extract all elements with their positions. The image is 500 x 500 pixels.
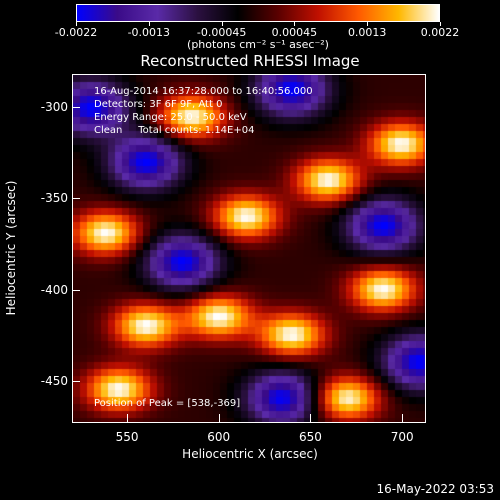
colorbar-tick-mark [221, 22, 223, 26]
y-tick-mark [72, 380, 80, 382]
colorbar-units: (photons cm⁻² s⁻¹ asec⁻²) [187, 38, 329, 51]
x-axis-title: Heliocentric X (arcsec) [182, 447, 318, 461]
rhessi-image-map [73, 75, 425, 422]
x-tick-label: 650 [298, 430, 322, 444]
colorbar-tick-mark [440, 22, 441, 26]
y-tick-mark [72, 198, 80, 200]
colorbar-tick-label: 0.0022 [420, 26, 460, 39]
colorbar-tick-mark [76, 22, 77, 26]
info-clean-counts: Clean Total counts: 1.14E+04 [94, 125, 255, 136]
y-axis-title: Heliocentric Y (arcsec) [4, 180, 18, 316]
y-tick-label: -450 [40, 373, 68, 388]
timestamp: 16-May-2022 03:53 [376, 482, 494, 496]
colorbar-tick-mark [148, 22, 150, 26]
colorbar-tick-label: -0.0013 [127, 26, 171, 39]
x-tick-label: 600 [207, 430, 231, 444]
colorbar-tick-label: -0.0022 [54, 26, 98, 39]
y-tick-label: -350 [40, 191, 68, 206]
x-tick-mark [310, 414, 312, 422]
colorbar-tick-label: 0.00045 [271, 26, 318, 39]
x-tick-label: 550 [115, 430, 139, 444]
info-time-range: 16-Aug-2014 16:37:28.000 to 16:40:56.000 [94, 86, 313, 97]
x-tick-mark [218, 414, 220, 422]
info-detectors: Detectors: 3F 6F 9F, Att 0 [94, 99, 223, 110]
colorbar [76, 4, 440, 22]
image-frame [72, 74, 426, 423]
info-peak-position: Position of Peak = [538,-369] [94, 398, 241, 409]
y-tick-mark [72, 106, 80, 108]
y-tick-label: -400 [40, 282, 68, 297]
info-energy-range: Energy Range: 25.0 - 50.0 keV [94, 112, 247, 123]
x-tick-mark [402, 414, 404, 422]
colorbar-tick-label: -0.00045 [196, 26, 247, 39]
colorbar-tick-mark [294, 22, 296, 26]
x-tick-mark [127, 414, 129, 422]
colorbar-tick-mark [367, 22, 369, 26]
y-tick-mark [72, 289, 80, 291]
y-tick-label: -300 [40, 99, 68, 114]
x-tick-label: 700 [390, 430, 414, 444]
colorbar-tick-label: 0.0013 [347, 26, 387, 39]
plot-title: Reconstructed RHESSI Image [140, 52, 360, 70]
